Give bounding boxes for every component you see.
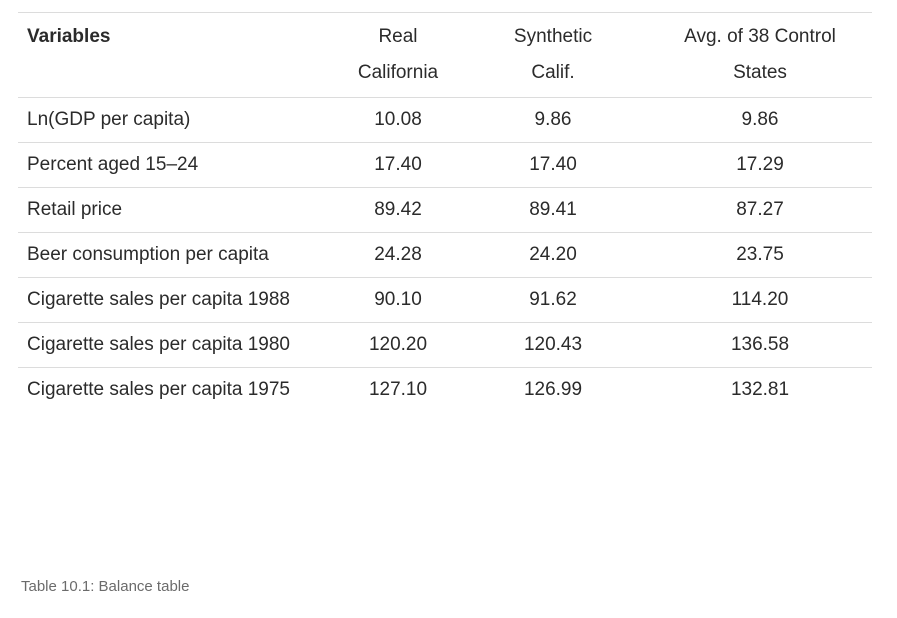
row-avg-value: 136.58 (730, 334, 790, 355)
row-variable: Retail price (27, 199, 123, 220)
row-real-value: 90.10 (374, 289, 422, 310)
row-avg-value: 9.86 (741, 109, 779, 130)
row-real-value: 24.28 (374, 244, 422, 265)
row-avg-value: 114.20 (731, 289, 789, 310)
row-synthetic-value: 24.20 (529, 244, 577, 265)
row-variable: Cigarette sales per capita 1980 (27, 334, 290, 355)
balance-table-container: Variables Real California Synthetic Calif.… (18, 12, 872, 412)
row-real-value: 89.42 (374, 199, 422, 220)
header-avg-control-states: Avg. of 38 Control States (684, 26, 836, 83)
balance-table: Variables Real California Synthetic Calif.… (18, 12, 872, 412)
row-synthetic-value: 89.41 (529, 199, 577, 220)
row-real-value: 127.10 (368, 379, 428, 400)
table-row: Percent aged 15–24 17.40 17.40 17.29 (18, 142, 872, 188)
row-synthetic-value: 9.86 (534, 109, 572, 130)
table-header-row: Variables Real California Synthetic Calif.… (18, 12, 872, 98)
table-caption: Table 10.1: Balance table (21, 578, 190, 595)
table-row: Cigarette sales per capita 1980 120.20 1… (18, 322, 872, 368)
table-row: Cigarette sales per capita 1975 127.10 1… (18, 367, 872, 413)
table-body: Ln(GDP per capita) 10.08 9.86 9.86 Perce… (18, 97, 872, 413)
header-real-california: Real California (357, 26, 439, 83)
header-variables: Variables (27, 26, 111, 47)
table-row: Retail price 89.42 89.41 87.27 (18, 187, 872, 233)
row-avg-value: 87.27 (736, 199, 784, 220)
header-synthetic-california: Synthetic Calif. (513, 26, 593, 83)
row-avg-value: 17.29 (736, 154, 784, 175)
table-row: Beer consumption per capita 24.28 24.20 … (18, 232, 872, 278)
table-row: Ln(GDP per capita) 10.08 9.86 9.86 (18, 97, 872, 143)
row-variable: Beer consumption per capita (27, 244, 269, 265)
row-real-value: 17.40 (374, 154, 422, 175)
row-synthetic-value: 126.99 (523, 379, 583, 400)
row-variable: Cigarette sales per capita 1975 (27, 379, 290, 400)
row-avg-value: 23.75 (736, 244, 784, 265)
row-variable: Ln(GDP per capita) (27, 109, 191, 130)
table-row: Cigarette sales per capita 1988 90.10 91… (18, 277, 872, 323)
row-synthetic-value: 17.40 (529, 154, 577, 175)
row-variable: Percent aged 15–24 (27, 154, 199, 175)
row-synthetic-value: 120.43 (523, 334, 583, 355)
row-variable: Cigarette sales per capita 1988 (27, 289, 290, 310)
row-avg-value: 132.81 (730, 379, 790, 400)
row-real-value: 10.08 (374, 109, 422, 130)
row-synthetic-value: 91.62 (529, 289, 577, 310)
row-real-value: 120.20 (368, 334, 428, 355)
